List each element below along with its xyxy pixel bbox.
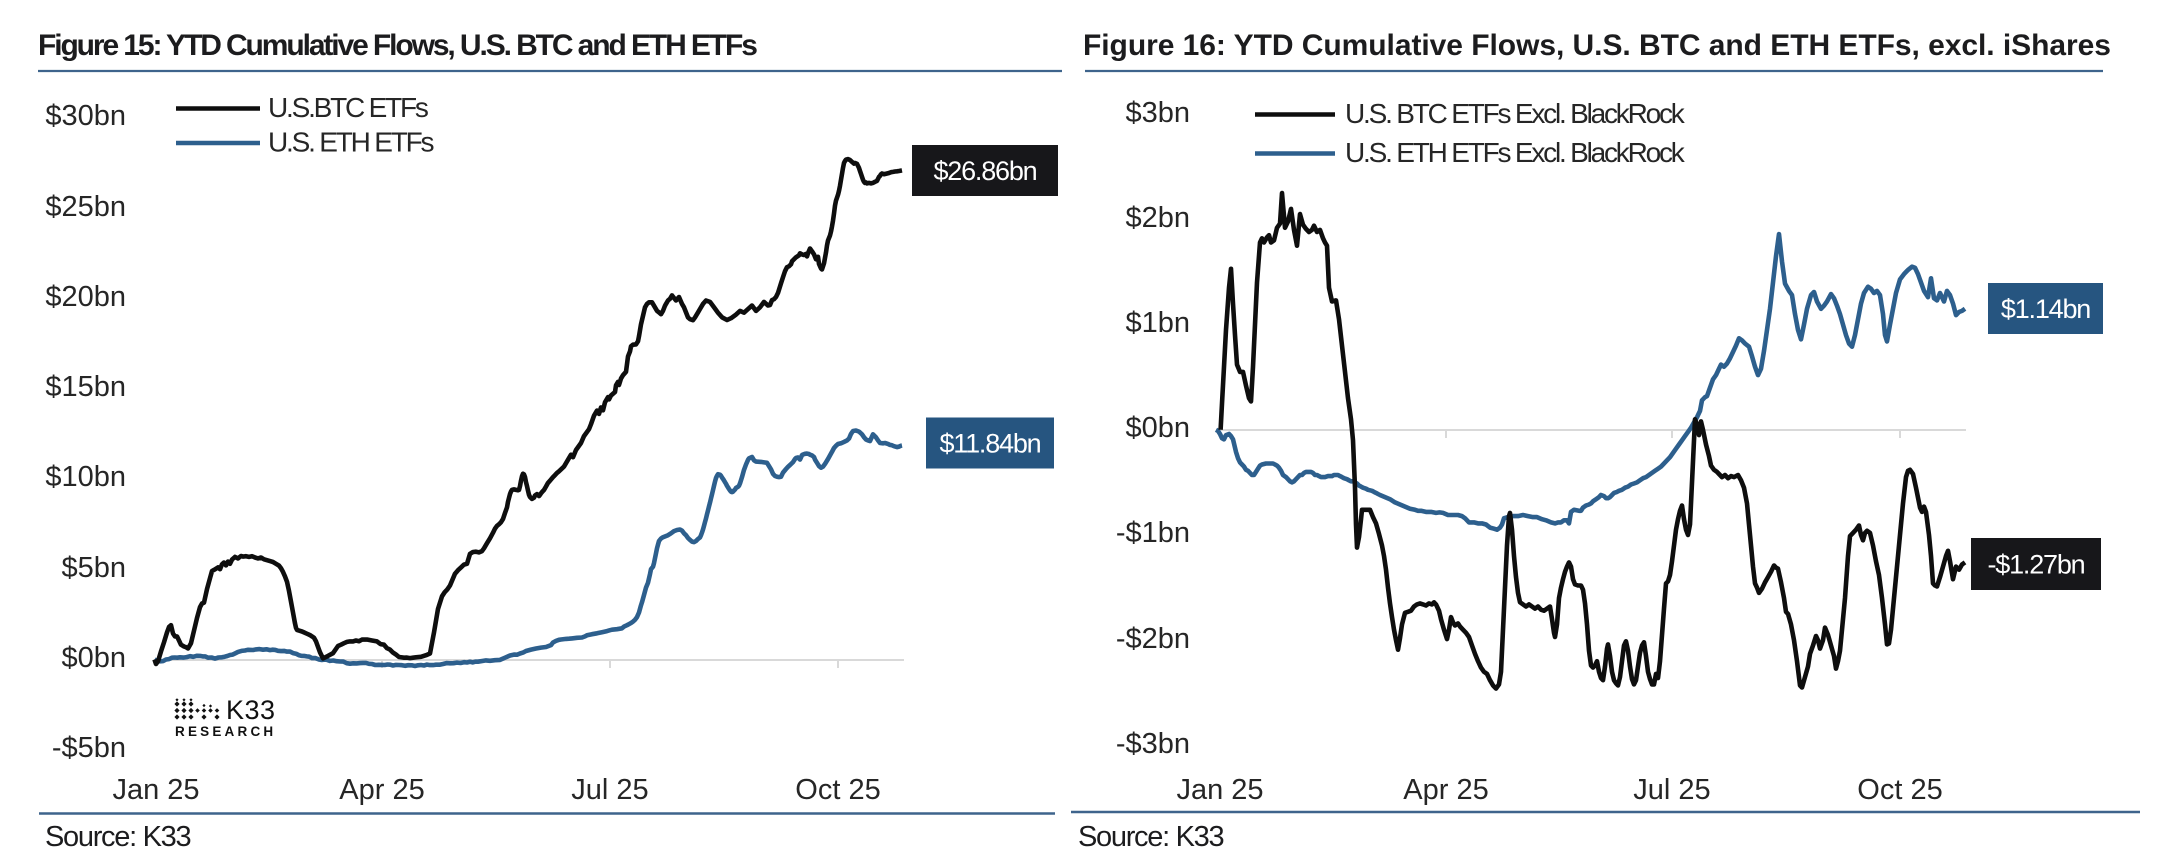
- svg-text:Oct 25: Oct 25: [795, 774, 880, 806]
- svg-text:U.S.BTC ETFs: U.S.BTC ETFs: [268, 92, 428, 123]
- svg-text:$5bn: $5bn: [61, 552, 126, 584]
- svg-text:Source: K33: Source: K33: [1078, 821, 1223, 853]
- svg-text:-$1bn: -$1bn: [1116, 517, 1190, 549]
- svg-text:Source: K33: Source: K33: [45, 821, 190, 853]
- svg-text:-$3bn: -$3bn: [1116, 728, 1190, 760]
- svg-text:Apr 25: Apr 25: [1403, 774, 1488, 806]
- svg-text:Apr 25: Apr 25: [339, 774, 424, 806]
- svg-text:$11.84bn: $11.84bn: [939, 429, 1040, 459]
- svg-text:$20bn: $20bn: [45, 281, 126, 313]
- svg-text:Oct 25: Oct 25: [1857, 774, 1942, 806]
- svg-text:K33: K33: [226, 695, 276, 725]
- svg-text:-$1.27bn: -$1.27bn: [1988, 550, 2085, 580]
- svg-text:Figure 16: YTD Cumulative Flow: Figure 16: YTD Cumulative Flows, U.S. BT…: [1083, 29, 2111, 62]
- svg-text:$1bn: $1bn: [1125, 307, 1190, 339]
- svg-text:Jul 25: Jul 25: [1633, 774, 1710, 806]
- svg-text:$10bn: $10bn: [45, 461, 126, 493]
- svg-text:$3bn: $3bn: [1125, 97, 1190, 129]
- svg-text:-$5bn: -$5bn: [52, 732, 126, 764]
- svg-text:U.S. ETH ETFs: U.S. ETH ETFs: [268, 127, 433, 158]
- svg-text:$0bn: $0bn: [1125, 412, 1190, 444]
- svg-text:$15bn: $15bn: [45, 371, 126, 403]
- svg-text:Jan 25: Jan 25: [1176, 774, 1263, 806]
- svg-text:U.S. ETH ETFs Excl. BlackRock: U.S. ETH ETFs Excl. BlackRock: [1345, 137, 1686, 168]
- svg-text:Jul 25: Jul 25: [571, 774, 648, 806]
- svg-text:-$2bn: -$2bn: [1116, 623, 1190, 655]
- svg-text:$25bn: $25bn: [45, 191, 126, 223]
- svg-text:Figure 15: YTD Cumulative Flow: Figure 15: YTD Cumulative Flows, U.S. BT…: [38, 29, 757, 62]
- svg-text:$30bn: $30bn: [45, 100, 126, 132]
- svg-text:$2bn: $2bn: [1125, 202, 1190, 234]
- svg-text:RESEARCH: RESEARCH: [175, 724, 276, 739]
- svg-text:U.S. BTC ETFs Excl. BlackRock: U.S. BTC ETFs Excl. BlackRock: [1345, 98, 1686, 129]
- svg-text:Jan 25: Jan 25: [112, 774, 199, 806]
- svg-text:$1.14bn: $1.14bn: [2001, 294, 2090, 324]
- svg-text:$0bn: $0bn: [61, 642, 126, 674]
- svg-text:$26.86bn: $26.86bn: [933, 156, 1036, 186]
